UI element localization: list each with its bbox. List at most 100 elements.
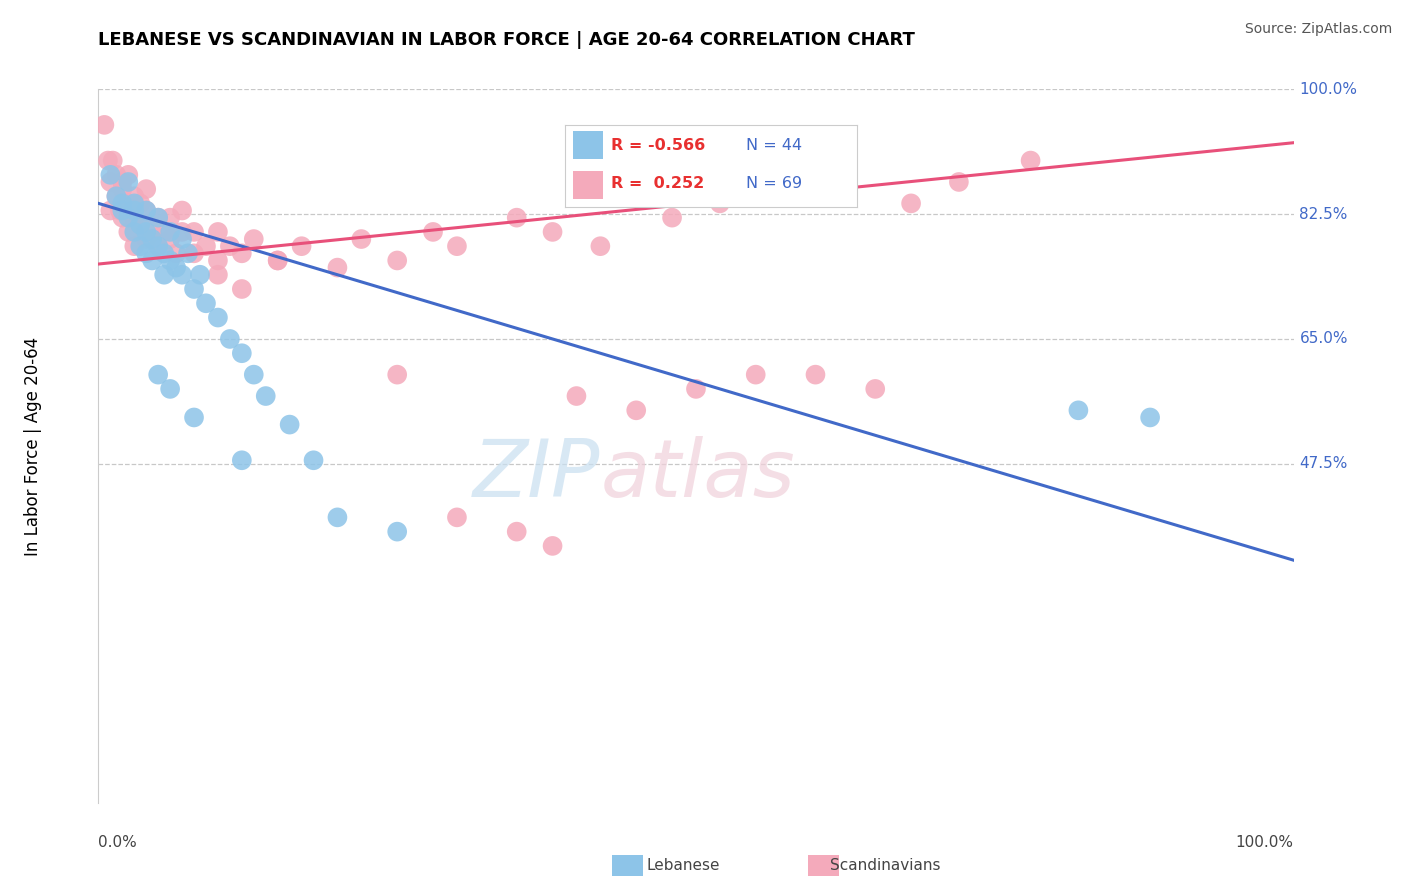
Text: 100.0%: 100.0% (1299, 82, 1358, 96)
Point (159, 382, 181, 396)
Point (183, 282, 205, 296)
Text: LEBANESE VS SCANDINAVIAN IN LABOR FORCE | AGE 20-64 CORRELATION CHART: LEBANESE VS SCANDINAVIAN IN LABOR FORCE … (98, 31, 915, 49)
Point (141, 253, 163, 268)
Point (129, 196, 152, 211)
Point (135, 203, 157, 218)
Point (165, 246, 187, 260)
Point (135, 225, 157, 239)
Point (183, 246, 205, 260)
Point (135, 232, 157, 246)
Point (565, 389, 588, 403)
Point (111, 196, 134, 211)
Point (278, 417, 301, 432)
Text: ZIP: ZIP (472, 435, 600, 514)
Point (117, 175, 139, 189)
Text: 0.0%: 0.0% (98, 835, 138, 850)
Point (231, 282, 253, 296)
Point (108, 203, 131, 218)
Point (153, 225, 176, 239)
Text: atlas: atlas (600, 435, 796, 514)
Point (111, 182, 134, 196)
Point (900, 196, 922, 211)
Point (709, 196, 731, 211)
Point (148, 239, 170, 253)
Point (506, 211, 529, 225)
Point (207, 225, 229, 239)
Point (111, 203, 134, 218)
Point (1019, 153, 1042, 168)
Point (768, 182, 790, 196)
Text: Scandinavians: Scandinavians (830, 858, 941, 872)
Point (124, 189, 146, 203)
Point (804, 368, 827, 382)
Point (135, 246, 157, 260)
Point (124, 203, 146, 218)
Text: Lebanese: Lebanese (647, 858, 720, 872)
Point (231, 453, 253, 467)
Point (1067, 403, 1090, 417)
Point (422, 225, 444, 239)
Point (129, 239, 152, 253)
Point (541, 225, 564, 239)
Point (506, 524, 529, 539)
Point (117, 211, 139, 225)
Point (219, 239, 242, 253)
Point (135, 203, 157, 218)
Point (105, 189, 128, 203)
Point (745, 368, 768, 382)
Point (97, 153, 120, 168)
Point (863, 382, 886, 396)
Text: In Labor Force | Age 20-64: In Labor Force | Age 20-64 (24, 336, 42, 556)
Point (129, 218, 152, 232)
Point (124, 196, 146, 211)
Point (207, 310, 229, 325)
Text: 100.0%: 100.0% (1236, 835, 1294, 850)
Point (159, 211, 181, 225)
Point (177, 246, 200, 260)
Point (254, 389, 277, 403)
Point (172, 268, 194, 282)
Point (98, 203, 122, 218)
Point (105, 189, 128, 203)
Point (111, 175, 134, 189)
Text: Source: ZipAtlas.com: Source: ZipAtlas.com (1244, 22, 1392, 37)
Point (129, 218, 152, 232)
Point (141, 232, 163, 246)
Point (194, 296, 217, 310)
Point (1139, 410, 1161, 425)
Point (124, 239, 146, 253)
Point (141, 225, 163, 239)
Point (153, 246, 176, 260)
Point (231, 246, 253, 260)
Point (290, 239, 312, 253)
Point (105, 168, 128, 182)
Point (385, 368, 409, 382)
Point (148, 239, 170, 253)
Point (326, 260, 349, 275)
Point (385, 253, 409, 268)
Point (194, 239, 217, 253)
Point (98, 175, 122, 189)
Text: R =  0.252: R = 0.252 (612, 177, 704, 192)
Bar (574, 171, 603, 199)
Point (446, 239, 468, 253)
Point (124, 225, 146, 239)
Point (117, 168, 139, 182)
Point (98, 168, 122, 182)
Point (267, 253, 290, 268)
Point (93, 118, 115, 132)
Point (661, 211, 683, 225)
Point (948, 175, 970, 189)
Point (165, 260, 187, 275)
Text: N = 69: N = 69 (747, 177, 803, 192)
Point (117, 225, 139, 239)
Point (243, 368, 266, 382)
Text: R = -0.566: R = -0.566 (612, 138, 706, 153)
Point (111, 211, 134, 225)
Text: 65.0%: 65.0% (1299, 332, 1348, 346)
Point (541, 539, 564, 553)
Point (172, 225, 194, 239)
Point (172, 203, 194, 218)
Point (446, 510, 468, 524)
Point (172, 232, 194, 246)
